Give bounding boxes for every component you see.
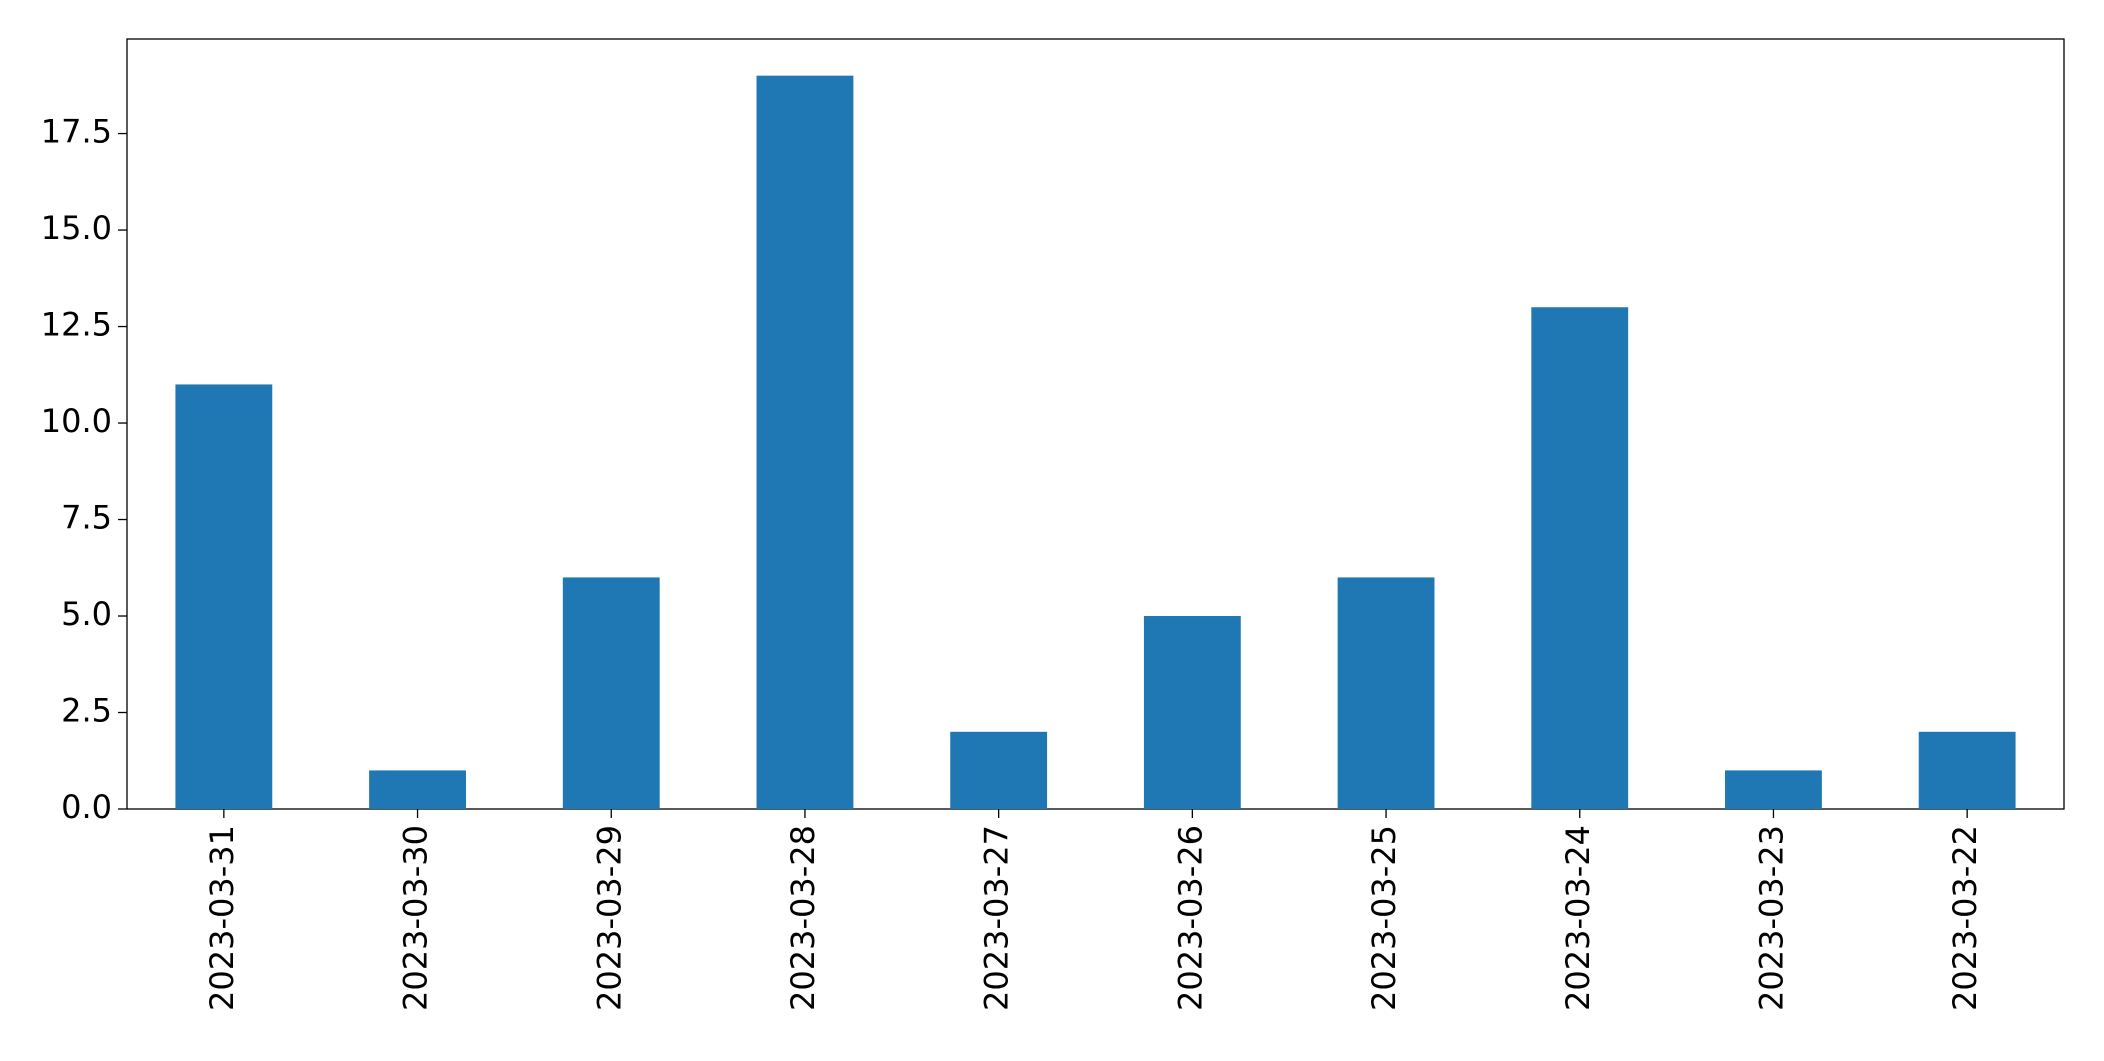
y-tick-label: 7.5: [61, 499, 112, 537]
bar: [562, 577, 660, 809]
bar: [756, 75, 854, 809]
y-tick-label: 5.0: [61, 595, 112, 633]
bar: [1725, 770, 1822, 809]
bar: [175, 384, 273, 809]
bar: [1337, 577, 1435, 809]
y-tick-label: 12.5: [41, 306, 112, 344]
y-tick-label: 17.5: [41, 113, 112, 151]
x-tick-label: 2023-03-23: [1752, 825, 1790, 1011]
x-tick-label: 2023-03-28: [784, 825, 822, 1011]
y-tick-label: 2.5: [61, 692, 112, 730]
bar: [1143, 616, 1241, 809]
x-tick-label: 2023-03-29: [590, 825, 628, 1011]
x-tick-label: 2023-03-24: [1559, 825, 1597, 1011]
x-tick-label: 2023-03-31: [203, 825, 241, 1011]
plot-frame: [126, 38, 2065, 810]
bar: [369, 770, 466, 809]
x-tick-label: 2023-03-26: [1171, 825, 1209, 1011]
bar: [950, 731, 1048, 809]
bar: [1531, 307, 1629, 809]
bar: [1918, 731, 2016, 809]
x-tick-label: 2023-03-25: [1365, 825, 1403, 1011]
y-tick-label: 10.0: [41, 402, 112, 440]
y-tick-label: 0.0: [61, 788, 112, 826]
x-tick-label: 2023-03-22: [1946, 825, 1984, 1011]
x-tick-label: 2023-03-27: [978, 825, 1016, 1011]
y-tick-label: 15.0: [41, 209, 112, 247]
x-tick-label: 2023-03-30: [397, 825, 435, 1011]
